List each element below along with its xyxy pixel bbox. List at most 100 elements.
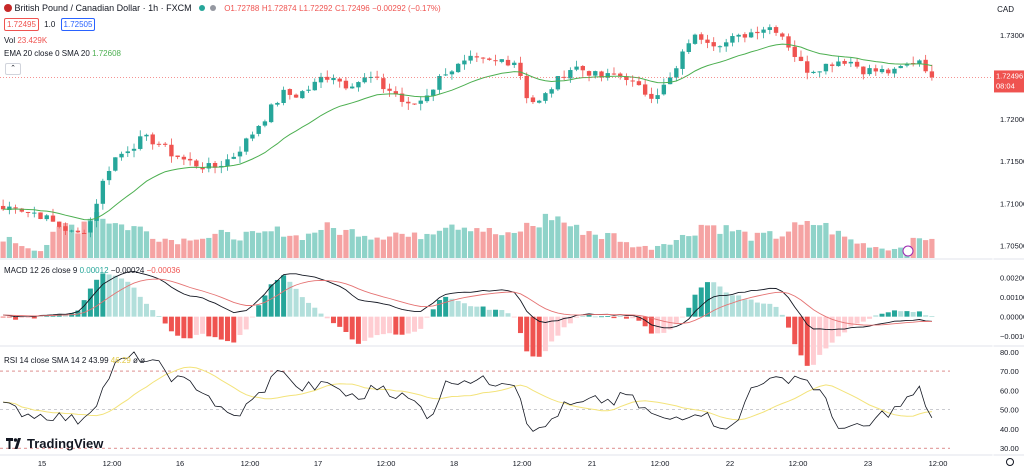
macd-histogram-bar <box>175 316 181 336</box>
macd-histogram-bar <box>143 303 149 317</box>
tradingview-logo-icon <box>6 438 21 449</box>
candle-body <box>156 143 162 145</box>
volume-bar <box>555 216 561 258</box>
candle-body <box>268 104 274 123</box>
ohlc-close: C1.72496 <box>334 4 370 13</box>
volume-bar <box>692 235 698 258</box>
macd-histogram-bar <box>318 313 324 317</box>
time-tick-label: 18 <box>450 459 458 468</box>
candle-body <box>748 32 754 38</box>
candle-body <box>318 76 324 83</box>
macd-histogram-bar <box>717 286 723 317</box>
macd-histogram-bar <box>891 310 897 317</box>
macd-histogram-bar <box>599 316 605 318</box>
volume-bar <box>87 218 94 258</box>
macd-histogram-bar <box>362 316 368 341</box>
volume-bar <box>318 229 324 258</box>
volume-bar <box>642 245 648 258</box>
macd-histogram-bar <box>256 305 262 317</box>
volume-bar <box>137 226 143 258</box>
candle-body <box>493 60 498 62</box>
collapse-legend-button[interactable]: ⌃ <box>5 63 21 75</box>
macd-histogram-bar <box>835 316 841 337</box>
candle-body <box>580 66 585 71</box>
macd-histogram-bar <box>511 316 517 318</box>
volume-bar <box>530 226 536 258</box>
market-status-icon <box>199 5 206 11</box>
candle-body <box>886 69 891 74</box>
volume-bar <box>56 226 62 258</box>
candle-body <box>100 180 106 204</box>
candle-body <box>356 82 361 88</box>
candle-body <box>300 91 305 99</box>
volume-bar <box>81 221 87 258</box>
macd-histogram-bar <box>786 316 792 328</box>
macd-histogram-bar <box>767 303 773 317</box>
candle-body <box>898 66 903 69</box>
candle-body <box>449 71 455 75</box>
candle-body <box>19 208 24 212</box>
buy-button[interactable]: 1.72505 <box>60 18 96 31</box>
tradingview-logo-text: TradingView <box>27 436 104 451</box>
macd-histogram-bar <box>530 316 536 357</box>
candle-body <box>474 56 480 58</box>
macd-histogram-bar <box>330 316 336 324</box>
ohlc-open: O1.72788 <box>224 4 260 13</box>
interval[interactable]: 1h <box>148 3 159 13</box>
time-tick-label: 16 <box>176 459 184 468</box>
candle-body <box>823 63 829 72</box>
volume-bar <box>461 227 468 258</box>
macd-histogram-bar <box>617 316 623 317</box>
volume-bar <box>424 233 430 258</box>
macd-histogram-bar <box>885 312 891 317</box>
macd-histogram-bar <box>355 316 361 344</box>
macd-histogram-bar <box>661 316 667 333</box>
candle-body <box>836 61 841 67</box>
candle-body <box>38 212 43 220</box>
candle-body <box>25 211 31 213</box>
time-tick-label: 15 <box>38 459 46 468</box>
macd-histogram-bar <box>761 303 767 317</box>
macd-histogram-bar <box>218 316 224 340</box>
volume-bar <box>879 248 885 258</box>
symbol-header[interactable]: British Pound / Canadian Dollar · 1h · F… <box>4 3 441 13</box>
macd-histogram-bar <box>592 316 598 318</box>
volume-bar <box>212 233 218 258</box>
sell-button[interactable]: 1.72495 <box>4 18 39 31</box>
macd-histogram-bar <box>929 316 935 318</box>
candle-body <box>661 84 667 95</box>
candle-body <box>530 97 536 103</box>
candle-body <box>655 95 660 100</box>
macd-histogram-bar <box>306 302 312 317</box>
macd-histogram-bar <box>867 316 873 319</box>
volume-bar <box>910 237 916 258</box>
volume-bar <box>536 227 542 258</box>
candle-body <box>929 71 935 78</box>
macd-histogram-bar <box>480 306 486 317</box>
volume-bar <box>617 241 623 258</box>
settings-gear-icon <box>1006 458 1014 466</box>
candle-body <box>861 66 866 75</box>
rsi-tick-label: 40.00 <box>1000 425 1019 434</box>
candle-body <box>854 61 860 67</box>
macd-histogram-bar <box>287 281 293 317</box>
macd-histogram-bar <box>823 316 829 349</box>
candle-body <box>194 160 199 167</box>
tradingview-logo[interactable]: TradingView <box>6 436 103 451</box>
candle-body <box>63 226 68 231</box>
macd-signal-value: −0.00036 <box>146 266 181 275</box>
candle-body <box>125 151 130 154</box>
macd-line-value: −0.00024 <box>110 266 145 275</box>
macd-histogram-bar <box>268 284 274 317</box>
candle-body <box>480 57 486 59</box>
ema-legend: EMA 20 close 0 SMA 20 1.72608 <box>4 49 121 58</box>
volume-bar <box>100 218 106 258</box>
volume-bar <box>505 232 511 258</box>
macd-histogram-bar <box>387 316 393 334</box>
volume-bar <box>866 247 873 258</box>
macd-histogram-bar <box>412 316 418 332</box>
candle-body <box>505 59 511 66</box>
macd-histogram-bar <box>692 294 698 317</box>
macd-histogram-bar <box>605 315 611 317</box>
